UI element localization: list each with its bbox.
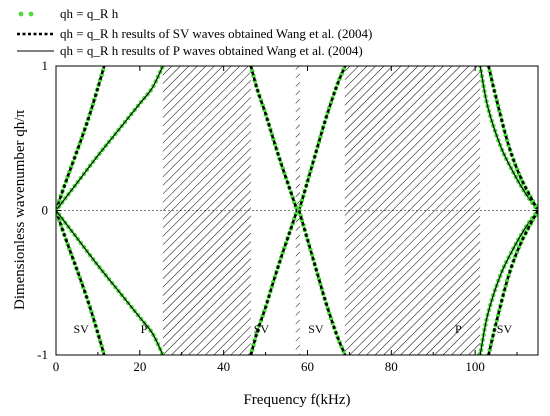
legend-item-sv-dotted: qh = q_R h results of SV waves obtained … (17, 26, 372, 41)
series-4-pos-p-line (479, 66, 538, 211)
legend-label-0: qh = q_R h (60, 6, 119, 21)
series-3-pos-sv-line (297, 66, 347, 211)
x-tick-label-0: 0 (53, 359, 60, 374)
series-3-neg-sv-line (297, 210, 347, 355)
series-0-pos-sv-line (56, 66, 106, 211)
x-axis-ticks: 0 20 40 60 80 100 (53, 66, 518, 374)
x-tick-label-2: 40 (217, 359, 230, 374)
y-tick-label-1: 0 (42, 203, 49, 218)
dispersion-curves (56, 66, 538, 355)
series-4-neg-p-line (479, 210, 538, 355)
series-0-neg-sv-line (56, 210, 106, 355)
series-4-pos-green-dots (477, 66, 538, 213)
y-axis-ticks: -1 0 1 (37, 58, 538, 362)
band-label-4: P (455, 322, 462, 336)
legend-item-p-solid: qh = q_R h results of P waves obtained W… (17, 43, 363, 58)
y-tick-label-0: -1 (37, 347, 48, 362)
series-0-pos-green-dots (56, 66, 107, 213)
legend-label-1: qh = q_R h results of SV waves obtained … (60, 26, 372, 41)
x-tick-label-1: 20 (133, 359, 146, 374)
band-label-3: SV (308, 322, 324, 336)
y-axis-label: Dimensionless wavenumber qh/π (12, 110, 28, 310)
series-1-pos-p-line (56, 66, 164, 211)
y-tick-label-2: 1 (42, 58, 49, 73)
x-tick-label-5: 100 (465, 359, 485, 374)
series-5-pos-sv-line (487, 66, 538, 212)
series-5-neg-sv-line (487, 209, 538, 355)
series-3-pos-green-dots (296, 66, 348, 213)
x-axis-label: Frequency f(kHz) (243, 392, 350, 408)
x-tick-label-4: 80 (385, 359, 398, 374)
x-tick-label-3: 60 (301, 359, 314, 374)
band-label-5: SV (497, 322, 513, 336)
legend-label-2: qh = q_R h results of P waves obtained W… (60, 43, 363, 58)
band-label-1: P (141, 322, 148, 336)
band-labels: SV P SV SV P SV (73, 322, 512, 336)
legend: qh = q_R h qh = q_R h results of SV wave… (17, 6, 372, 58)
band-label-0: SV (73, 322, 89, 336)
legend-item-green-dots: qh = q_R h (18, 6, 119, 21)
series-2-pos-sv-line (249, 66, 299, 211)
series-1-neg-p-line (56, 210, 164, 355)
series-2-neg-sv-line (249, 210, 299, 355)
band-label-2: SV (254, 322, 270, 336)
series-5-pos-green-dots (486, 66, 538, 213)
